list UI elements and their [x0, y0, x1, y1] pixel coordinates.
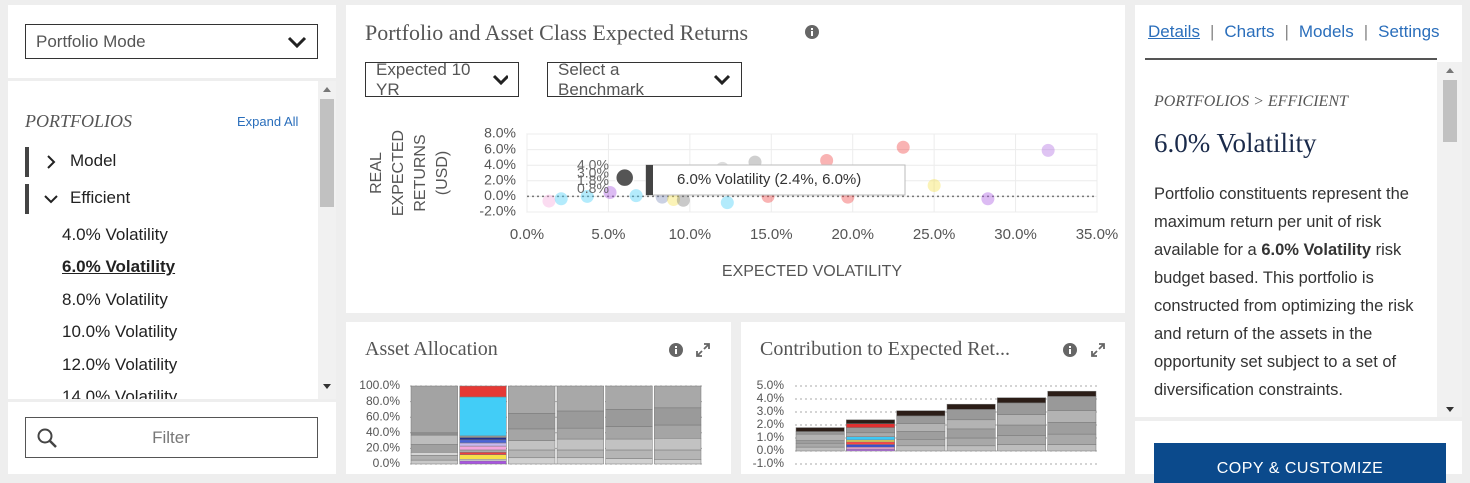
details-panel: Details | Charts | Models | Settings PORTFOLIO…: [1135, 5, 1462, 417]
mode-section: Portfolio Mode: [8, 5, 336, 78]
group-chevron[interactable]: [44, 192, 58, 206]
shape: [696, 343, 710, 357]
scroll-down[interactable]: [1445, 406, 1455, 414]
mode-select-label: Portfolio Mode: [36, 31, 146, 51]
tab-separator: |: [1209, 22, 1215, 41]
tree: Model Efficient 4.0% Volatility 6.0% Volati…: [8, 81, 318, 399]
group-bar: [25, 147, 29, 177]
portfolio-item[interactable]: 4.0% Volatility: [62, 225, 168, 244]
group-label[interactable]: Efficient: [70, 188, 131, 207]
portfolio-list: PORTFOLIOS Expand All Model Efficient 4.0%…: [8, 81, 336, 399]
shape: [1446, 68, 1454, 73]
group-label[interactable]: Model: [70, 151, 117, 170]
chevron: [287, 36, 307, 49]
shape: [714, 74, 731, 85]
shape: [811, 28, 813, 30]
description-text: Portfolio constituents represent the max…: [1154, 185, 1409, 259]
chevron: [714, 74, 731, 85]
scroll-thumb[interactable]: [1443, 80, 1457, 142]
chevron: [492, 74, 508, 85]
tab[interactable]: Settings: [1378, 22, 1440, 41]
horizon-select[interactable]: Expected 10 YR: [365, 59, 519, 99]
benchmark-select-label: Select a Benchmark: [558, 59, 644, 99]
group-chevron[interactable]: [44, 155, 58, 169]
tab[interactable]: Models: [1298, 22, 1354, 41]
search-icon: [37, 428, 57, 448]
tab[interactable]: Details: [1148, 22, 1200, 41]
description-text: risk budget based. This portfolio is con…: [1154, 241, 1414, 399]
allocation-panel: Asset Allocation: [346, 322, 731, 474]
copy-customize-button[interactable]: COPY & CUSTOMIZE: [1154, 443, 1446, 483]
panel-title: Asset Allocation: [365, 338, 498, 360]
tab[interactable]: Charts: [1224, 22, 1275, 41]
info-icon[interactable]: [668, 342, 684, 358]
filter-placeholder: Filter: [152, 428, 190, 447]
portfolio-item[interactable]: 10.0% Volatility: [62, 322, 178, 342]
portfolio-item[interactable]: 8.0% Volatility: [62, 289, 168, 309]
scroll-up[interactable]: [1445, 67, 1455, 75]
shape: [675, 349, 677, 354]
tab-separator: |: [1363, 22, 1369, 41]
description-bold: 6.0% Volatility: [1261, 241, 1372, 259]
shape: [44, 195, 58, 204]
scrollbar[interactable]: [1437, 62, 1462, 417]
scrollbar[interactable]: [318, 81, 336, 399]
mode-select[interactable]: Portfolio Mode: [25, 24, 318, 59]
info-icon[interactable]: [1062, 342, 1078, 358]
expand-icon[interactable]: [695, 342, 711, 358]
tabs: Details | Charts | Models | Settings: [1148, 22, 1440, 42]
filter-input[interactable]: Filter: [25, 417, 318, 458]
shape: [1446, 407, 1454, 412]
contribution-panel: Contribution to Expected Ret...: [741, 322, 1125, 474]
shape: [675, 346, 677, 348]
horizon-select-label: Expected 10 YR: [376, 59, 471, 99]
expand-icon[interactable]: [1090, 342, 1106, 358]
x-axis-label: EXPECTED VOLATILITY: [721, 263, 903, 280]
group-bar: [25, 184, 29, 214]
breadcrumb: PORTFOLIOS > EFFICIENT: [1154, 93, 1348, 110]
scroll-thumb[interactable]: [320, 99, 334, 207]
shape: [323, 384, 331, 389]
shape: [1069, 346, 1071, 348]
panel-title: Contribution to Expected Ret...: [760, 338, 1010, 360]
filter-section: Filter: [8, 402, 336, 474]
button-section: COPY & CUSTOMIZE: [1135, 421, 1462, 483]
tab-separator: |: [1284, 22, 1289, 41]
section-title: PORTFOLIOS: [25, 111, 132, 131]
benchmark-select[interactable]: Select a Benchmark: [547, 59, 742, 99]
shape: [1069, 349, 1071, 354]
info-icon[interactable]: [804, 24, 820, 40]
expand-all[interactable]: Expand All: [237, 114, 299, 129]
portfolio-item[interactable]: 12.0% Volatility: [62, 354, 178, 374]
shape: [37, 428, 53, 444]
scroll-up[interactable]: [322, 86, 332, 94]
panel-title: Portfolio and Asset Class Expected Retur…: [365, 20, 749, 45]
shape: [49, 440, 57, 448]
description: Portfolio constituents represent the max…: [1154, 180, 1439, 404]
portfolio-item[interactable]: 6.0% Volatility: [62, 257, 176, 277]
returns-panel: Portfolio and Asset Class Expected Retur…: [346, 5, 1125, 313]
heading: 6.0% Volatility: [1154, 128, 1317, 158]
shape: [1091, 343, 1105, 357]
scroll-down[interactable]: [322, 383, 332, 391]
portfolio-item[interactable]: 14.0% Volatility: [62, 387, 178, 399]
shape: [287, 36, 307, 49]
shape: [323, 87, 331, 92]
shape: [811, 31, 813, 36]
tabs-rule: [1145, 58, 1437, 60]
y-axis-label: REAL EXPECTED RETURNS (USD): [368, 129, 451, 217]
shape: [47, 155, 56, 169]
shape: [492, 74, 508, 85]
